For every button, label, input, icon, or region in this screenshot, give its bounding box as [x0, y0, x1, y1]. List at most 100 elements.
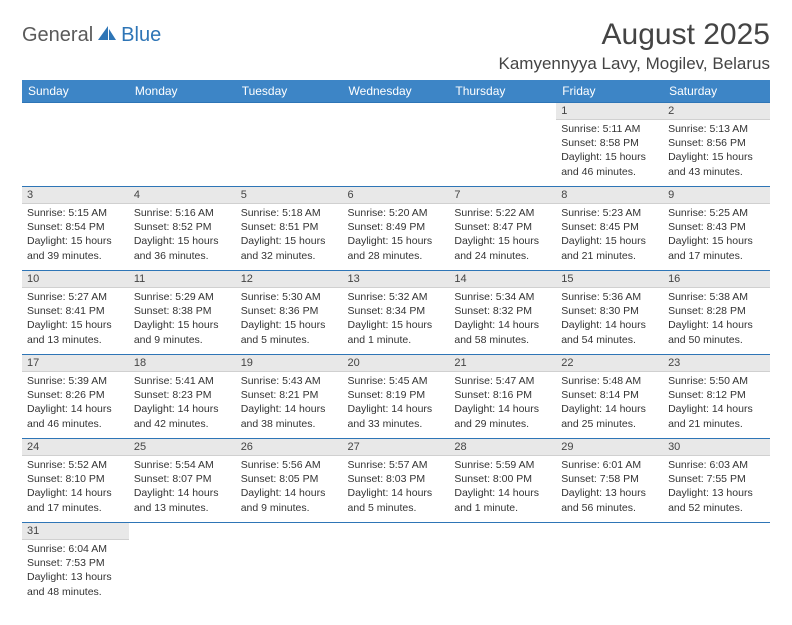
calendar-cell: 29Sunrise: 6:01 AMSunset: 7:58 PMDayligh… [556, 439, 663, 523]
daylight: Daylight: 13 hours and 52 minutes. [668, 486, 765, 514]
sunset: Sunset: 8:21 PM [241, 388, 338, 402]
day-number: 30 [663, 439, 770, 456]
daylight: Daylight: 15 hours and 43 minutes. [668, 150, 765, 178]
header: General Blue August 2025 Kamyennyya Lavy… [22, 18, 770, 74]
day-body: Sunrise: 5:18 AMSunset: 8:51 PMDaylight:… [236, 204, 343, 266]
day-number: 18 [129, 355, 236, 372]
sunset: Sunset: 8:43 PM [668, 220, 765, 234]
sunset: Sunset: 8:47 PM [454, 220, 551, 234]
calendar-week: 17Sunrise: 5:39 AMSunset: 8:26 PMDayligh… [22, 355, 770, 439]
daylight: Daylight: 14 hours and 13 minutes. [134, 486, 231, 514]
calendar-cell: . [449, 523, 556, 607]
day-number: 13 [343, 271, 450, 288]
sunset: Sunset: 8:14 PM [561, 388, 658, 402]
sunrise: Sunrise: 6:04 AM [27, 542, 124, 556]
day-number: 2 [663, 103, 770, 120]
calendar-cell: 30Sunrise: 6:03 AMSunset: 7:55 PMDayligh… [663, 439, 770, 523]
sunset: Sunset: 8:32 PM [454, 304, 551, 318]
day-body: Sunrise: 5:20 AMSunset: 8:49 PMDaylight:… [343, 204, 450, 266]
sunrise: Sunrise: 5:18 AM [241, 206, 338, 220]
daylight: Daylight: 15 hours and 17 minutes. [668, 234, 765, 262]
calendar-cell: 15Sunrise: 5:36 AMSunset: 8:30 PMDayligh… [556, 271, 663, 355]
calendar-cell: 5Sunrise: 5:18 AMSunset: 8:51 PMDaylight… [236, 187, 343, 271]
day-header: Wednesday [343, 80, 450, 103]
sunset: Sunset: 8:36 PM [241, 304, 338, 318]
daylight: Daylight: 15 hours and 21 minutes. [561, 234, 658, 262]
day-number: 28 [449, 439, 556, 456]
day-number: 4 [129, 187, 236, 204]
day-body: Sunrise: 5:41 AMSunset: 8:23 PMDaylight:… [129, 372, 236, 434]
calendar-cell: 19Sunrise: 5:43 AMSunset: 8:21 PMDayligh… [236, 355, 343, 439]
day-body: Sunrise: 5:54 AMSunset: 8:07 PMDaylight:… [129, 456, 236, 518]
day-number: 26 [236, 439, 343, 456]
day-body: Sunrise: 5:43 AMSunset: 8:21 PMDaylight:… [236, 372, 343, 434]
sunset: Sunset: 8:03 PM [348, 472, 445, 486]
sunrise: Sunrise: 5:41 AM [134, 374, 231, 388]
sunrise: Sunrise: 5:30 AM [241, 290, 338, 304]
daylight: Daylight: 14 hours and 25 minutes. [561, 402, 658, 430]
daylight: Daylight: 15 hours and 9 minutes. [134, 318, 231, 346]
calendar-cell: 23Sunrise: 5:50 AMSunset: 8:12 PMDayligh… [663, 355, 770, 439]
sunrise: Sunrise: 5:45 AM [348, 374, 445, 388]
day-number: 23 [663, 355, 770, 372]
day-number: 7 [449, 187, 556, 204]
sunset: Sunset: 8:41 PM [27, 304, 124, 318]
calendar-cell: . [449, 103, 556, 187]
calendar-cell: 24Sunrise: 5:52 AMSunset: 8:10 PMDayligh… [22, 439, 129, 523]
sunrise: Sunrise: 5:56 AM [241, 458, 338, 472]
sunrise: Sunrise: 5:43 AM [241, 374, 338, 388]
daylight: Daylight: 14 hours and 29 minutes. [454, 402, 551, 430]
sunset: Sunset: 8:16 PM [454, 388, 551, 402]
sunrise: Sunrise: 5:23 AM [561, 206, 658, 220]
calendar-cell: 22Sunrise: 5:48 AMSunset: 8:14 PMDayligh… [556, 355, 663, 439]
day-body: Sunrise: 5:39 AMSunset: 8:26 PMDaylight:… [22, 372, 129, 434]
day-number: 19 [236, 355, 343, 372]
day-body: Sunrise: 5:16 AMSunset: 8:52 PMDaylight:… [129, 204, 236, 266]
day-body: Sunrise: 5:36 AMSunset: 8:30 PMDaylight:… [556, 288, 663, 350]
day-body: Sunrise: 5:30 AMSunset: 8:36 PMDaylight:… [236, 288, 343, 350]
calendar-week: 31Sunrise: 6:04 AMSunset: 7:53 PMDayligh… [22, 523, 770, 607]
calendar-cell: 11Sunrise: 5:29 AMSunset: 8:38 PMDayligh… [129, 271, 236, 355]
day-header: Tuesday [236, 80, 343, 103]
sunset: Sunset: 8:34 PM [348, 304, 445, 318]
daylight: Daylight: 15 hours and 46 minutes. [561, 150, 658, 178]
daylight: Daylight: 15 hours and 32 minutes. [241, 234, 338, 262]
day-body: Sunrise: 5:59 AMSunset: 8:00 PMDaylight:… [449, 456, 556, 518]
sunset: Sunset: 8:00 PM [454, 472, 551, 486]
day-body: Sunrise: 5:32 AMSunset: 8:34 PMDaylight:… [343, 288, 450, 350]
calendar-cell: . [343, 103, 450, 187]
day-number: 8 [556, 187, 663, 204]
sunrise: Sunrise: 5:32 AM [348, 290, 445, 304]
day-number: 15 [556, 271, 663, 288]
calendar-cell: 12Sunrise: 5:30 AMSunset: 8:36 PMDayligh… [236, 271, 343, 355]
calendar-cell: 14Sunrise: 5:34 AMSunset: 8:32 PMDayligh… [449, 271, 556, 355]
sunset: Sunset: 8:49 PM [348, 220, 445, 234]
daylight: Daylight: 14 hours and 33 minutes. [348, 402, 445, 430]
calendar-cell: 20Sunrise: 5:45 AMSunset: 8:19 PMDayligh… [343, 355, 450, 439]
daylight: Daylight: 14 hours and 9 minutes. [241, 486, 338, 514]
day-number: 9 [663, 187, 770, 204]
day-number: 31 [22, 523, 129, 540]
calendar-cell: 31Sunrise: 6:04 AMSunset: 7:53 PMDayligh… [22, 523, 129, 607]
logo-text-general: General [22, 24, 93, 47]
daylight: Daylight: 14 hours and 21 minutes. [668, 402, 765, 430]
sunset: Sunset: 8:58 PM [561, 136, 658, 150]
day-header: Friday [556, 80, 663, 103]
sunset: Sunset: 8:12 PM [668, 388, 765, 402]
day-number: 24 [22, 439, 129, 456]
day-number: 16 [663, 271, 770, 288]
sunset: Sunset: 8:28 PM [668, 304, 765, 318]
daylight: Daylight: 14 hours and 58 minutes. [454, 318, 551, 346]
daylight: Daylight: 14 hours and 50 minutes. [668, 318, 765, 346]
daylight: Daylight: 14 hours and 1 minute. [454, 486, 551, 514]
sunrise: Sunrise: 5:29 AM [134, 290, 231, 304]
sunrise: Sunrise: 5:39 AM [27, 374, 124, 388]
sunrise: Sunrise: 5:13 AM [668, 122, 765, 136]
day-body: Sunrise: 5:13 AMSunset: 8:56 PMDaylight:… [663, 120, 770, 182]
day-number: 27 [343, 439, 450, 456]
calendar-week: 3Sunrise: 5:15 AMSunset: 8:54 PMDaylight… [22, 187, 770, 271]
day-number: 25 [129, 439, 236, 456]
day-body: Sunrise: 5:38 AMSunset: 8:28 PMDaylight:… [663, 288, 770, 350]
calendar-cell: . [663, 523, 770, 607]
daylight: Daylight: 15 hours and 39 minutes. [27, 234, 124, 262]
